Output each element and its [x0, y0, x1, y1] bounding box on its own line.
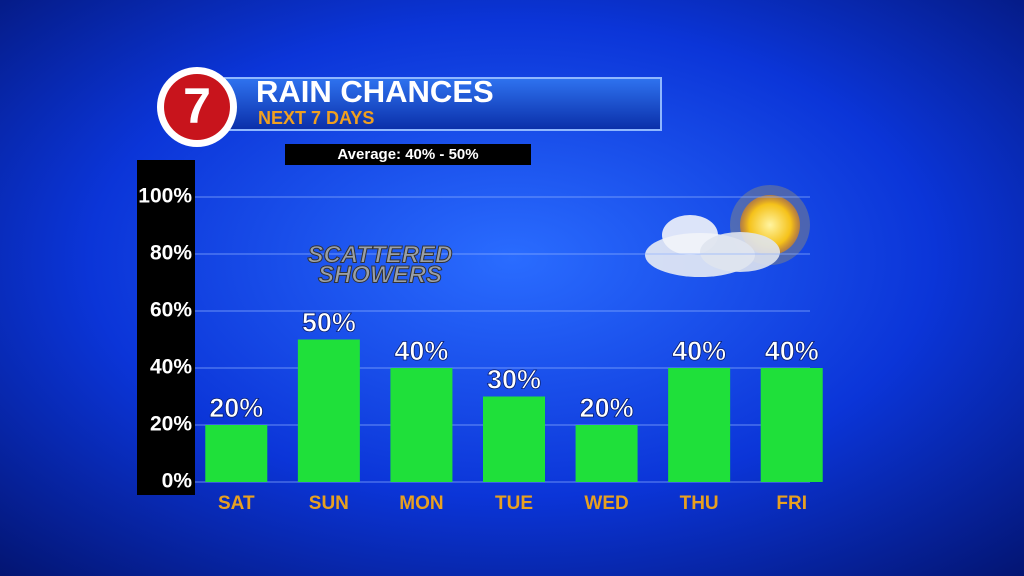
bar — [297, 339, 360, 482]
x-tick-label: THU — [680, 493, 719, 514]
bar — [390, 368, 453, 482]
chart-title: RAIN CHANCES — [256, 74, 494, 109]
x-tick-label: TUE — [495, 493, 533, 514]
value-label: 40% — [765, 336, 819, 366]
y-tick-label: 0% — [162, 470, 193, 493]
value-label: 20% — [209, 393, 263, 423]
bar — [483, 396, 545, 482]
annotation: SCATTERED — [308, 241, 453, 268]
value-label: 50% — [302, 308, 356, 338]
x-tick-label: SAT — [218, 493, 255, 514]
y-tick-label: 60% — [150, 299, 192, 322]
note-box — [285, 144, 531, 165]
value-label: 40% — [672, 336, 726, 366]
y-tick-label: 100% — [138, 185, 192, 208]
weather-icon — [645, 185, 810, 277]
logo — [164, 74, 230, 140]
note: Average: 40% - 50% — [337, 146, 478, 163]
annotation: SHOWERS — [318, 261, 442, 288]
y-tick-label: 40% — [150, 356, 192, 379]
bar — [205, 425, 268, 482]
value-label: 20% — [580, 393, 634, 423]
x-tick-label: SUN — [309, 493, 349, 514]
x-tick-label: MON — [399, 493, 443, 514]
logo-text: 7 — [183, 78, 211, 134]
title-banner — [224, 77, 662, 131]
x-tick-label: WED — [584, 493, 628, 514]
value-label: 30% — [487, 365, 541, 395]
y-tick-label: 20% — [150, 413, 192, 436]
bar — [668, 368, 731, 482]
value-label: 40% — [394, 336, 448, 366]
chart-subtitle: NEXT 7 DAYS — [258, 108, 374, 128]
bar — [575, 425, 638, 482]
y-axis-strip — [137, 160, 195, 495]
x-tick-label: FRI — [776, 493, 807, 514]
bar — [760, 368, 823, 482]
y-tick-label: 80% — [150, 242, 192, 265]
